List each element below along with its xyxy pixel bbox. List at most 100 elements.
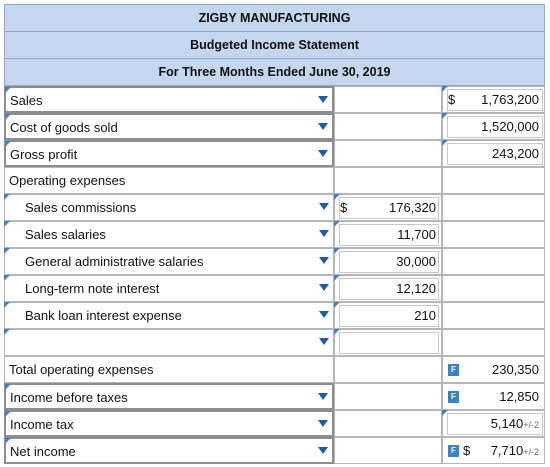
sales-salaries-value: 11,700: [397, 227, 436, 242]
sales-mid-cell: [334, 86, 442, 113]
sales-commissions-label-select[interactable]: Sales commissions: [4, 194, 334, 221]
chevron-down-icon[interactable]: [318, 123, 328, 130]
bank-loan-interest-right-cell: [442, 302, 545, 329]
tolerance-note: +/-2: [523, 447, 539, 457]
lt-note-interest-value: 12,120: [396, 281, 436, 296]
income-tax-mid-cell: [334, 410, 442, 437]
cogs-label: Cost of goods sold: [10, 120, 118, 135]
gen-admin-salaries-right-cell: [442, 248, 545, 275]
currency-symbol: $: [340, 200, 348, 215]
row-marker-icon: [334, 302, 340, 308]
row-income-tax: Income tax 5,140+/-2: [4, 410, 545, 437]
cogs-label-select[interactable]: Cost of goods sold: [4, 113, 334, 140]
row-blank: [4, 329, 545, 356]
blank-label-select[interactable]: [4, 329, 334, 356]
sales-salaries-right-cell: [442, 221, 545, 248]
sales-commissions-amount-input[interactable]: [339, 197, 439, 219]
row-net-income: Net income F $ 7,710+/-2: [4, 437, 545, 464]
formula-icon[interactable]: F: [448, 445, 459, 457]
chevron-down-icon[interactable]: [318, 96, 328, 103]
bank-loan-interest-amount-cell: 210: [334, 302, 442, 329]
blank-amount-input[interactable]: [339, 332, 439, 354]
cogs-value: 1,520,000: [481, 119, 539, 134]
row-income-before-taxes: Income before taxes F 12,850: [4, 383, 545, 410]
bank-loan-interest-label: Bank loan interest expense: [25, 308, 182, 323]
row-marker-icon: [4, 248, 10, 254]
row-lt-note-interest: Long-term note interest 12,120: [4, 275, 545, 302]
gen-admin-salaries-amount-cell: 30,000: [334, 248, 442, 275]
chevron-down-icon[interactable]: [319, 284, 329, 291]
total-opex-mid-cell: [334, 356, 442, 383]
lt-note-interest-amount-cell: 12,120: [334, 275, 442, 302]
row-marker-icon: [5, 411, 11, 417]
chevron-down-icon[interactable]: [319, 230, 329, 237]
chevron-down-icon[interactable]: [319, 257, 329, 264]
income-tax-label-select[interactable]: Income tax: [4, 410, 334, 437]
row-gen-admin-salaries: General administrative salaries 30,000: [4, 248, 545, 275]
sales-label-select[interactable]: Sales: [4, 86, 334, 113]
income-before-taxes-amount-cell: F 12,850: [442, 383, 545, 410]
currency-symbol: $: [448, 92, 456, 107]
row-sales-salaries: Sales salaries 11,700: [4, 221, 545, 248]
row-marker-icon: [4, 329, 10, 335]
lt-note-interest-right-cell: [442, 275, 545, 302]
row-marker-icon: [5, 87, 11, 93]
gen-admin-salaries-amount-input[interactable]: [339, 251, 439, 273]
opex-heading-label: Operating expenses: [9, 173, 126, 188]
row-marker-icon: [4, 221, 10, 227]
sales-amount-input[interactable]: [447, 89, 543, 111]
sales-value: 1,763,200: [481, 92, 539, 107]
row-sales: Sales $ 1,763,200: [4, 86, 545, 113]
row-marker-icon: [442, 140, 448, 146]
cogs-amount-cell: 1,520,000: [442, 113, 545, 140]
row-marker-icon: [334, 329, 340, 335]
formula-icon[interactable]: F: [448, 391, 459, 403]
cogs-amount-input[interactable]: [447, 116, 543, 138]
total-opex-label: Total operating expenses: [9, 362, 154, 377]
net-income-value: 7,710: [490, 443, 524, 458]
row-marker-icon: [5, 114, 11, 120]
income-tax-label: Income tax: [10, 417, 74, 432]
formula-icon[interactable]: F: [448, 364, 459, 376]
row-marker-icon: [4, 302, 10, 308]
lt-note-interest-amount-input[interactable]: [339, 278, 439, 300]
gross-profit-label-select[interactable]: Gross profit: [4, 140, 334, 167]
row-marker-icon: [5, 141, 11, 147]
opex-heading-right-cell: [442, 167, 545, 194]
blank-right-cell: [442, 329, 545, 356]
total-opex-value: 230,350: [492, 362, 539, 377]
income-tax-value-group: 5,140+/-2: [491, 416, 539, 431]
gen-admin-salaries-label-select[interactable]: General administrative salaries: [4, 248, 334, 275]
sales-salaries-label-select[interactable]: Sales salaries: [4, 221, 334, 248]
chevron-down-icon[interactable]: [318, 150, 328, 157]
opex-heading-mid-cell: [334, 167, 442, 194]
row-marker-icon: [334, 221, 340, 227]
bank-loan-interest-label-select[interactable]: Bank loan interest expense: [4, 302, 334, 329]
chevron-down-icon[interactable]: [318, 447, 328, 454]
row-marker-icon: [442, 410, 448, 416]
currency-symbol: $: [463, 443, 471, 458]
bank-loan-interest-amount-input[interactable]: [339, 305, 439, 327]
row-marker-icon: [442, 113, 448, 119]
chevron-down-icon[interactable]: [318, 393, 328, 400]
chevron-down-icon[interactable]: [319, 203, 329, 210]
net-income-label-select[interactable]: Net income: [4, 437, 334, 464]
gross-profit-amount-input[interactable]: [447, 143, 543, 165]
total-opex-amount-cell: F 230,350: [442, 356, 545, 383]
chevron-down-icon[interactable]: [319, 311, 329, 318]
sales-salaries-amount-input[interactable]: [339, 224, 439, 246]
period-text: For Three Months Ended June 30, 2019: [158, 65, 391, 79]
statement-title: Budgeted Income Statement: [4, 31, 545, 59]
net-income-value-group: 7,710+/-2: [491, 443, 539, 458]
row-marker-icon: [4, 194, 10, 200]
row-marker-icon: [442, 86, 448, 92]
row-cogs: Cost of goods sold 1,520,000: [4, 113, 545, 140]
chevron-down-icon[interactable]: [318, 420, 328, 427]
income-tax-amount-input[interactable]: [447, 413, 543, 435]
company-title: ZIGBY MANUFACTURING: [4, 4, 545, 32]
lt-note-interest-label-select[interactable]: Long-term note interest: [4, 275, 334, 302]
row-bank-loan-interest: Bank loan interest expense 210: [4, 302, 545, 329]
row-marker-icon: [334, 194, 340, 200]
chevron-down-icon[interactable]: [319, 338, 329, 345]
income-before-taxes-label-select[interactable]: Income before taxes: [4, 383, 334, 410]
